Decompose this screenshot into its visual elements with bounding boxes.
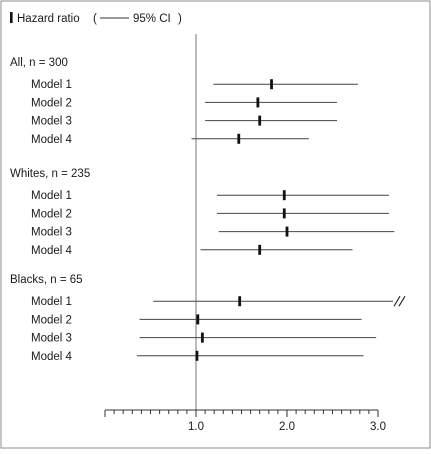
hazard-ratio-marker bbox=[195, 350, 199, 361]
model-label: Model 2 bbox=[31, 208, 72, 220]
group: Whites, n = 235 Model 1 Model 2 Model 3 Mode… bbox=[10, 168, 395, 257]
legend-point-label: Hazard ratio bbox=[17, 13, 80, 25]
legend-close-paren: ) bbox=[178, 13, 182, 25]
model-label: Model 4 bbox=[31, 351, 73, 363]
model-label: Model 3 bbox=[31, 116, 72, 128]
x-tick-label: 2.0 bbox=[279, 421, 295, 433]
model-row: Model 2 bbox=[31, 314, 362, 326]
truncation-mark bbox=[398, 295, 406, 307]
group: All, n = 300 Model 1 Model 2 Model 3 Model 4 bbox=[10, 57, 358, 146]
legend-point-marker bbox=[10, 12, 13, 23]
hazard-ratio-marker bbox=[196, 314, 200, 325]
group: Blacks, n = 65 Model 1 Model 2 Model 3 Model… bbox=[10, 274, 406, 363]
hazard-ratio-marker bbox=[282, 190, 286, 201]
model-label: Model 1 bbox=[31, 190, 72, 202]
hazard-ratio-marker bbox=[285, 226, 289, 237]
x-axis: 1.0 2.0 3.0 bbox=[104, 409, 386, 433]
model-row: Model 3 bbox=[31, 226, 395, 239]
hazard-ratio-marker bbox=[270, 79, 273, 90]
group-label: All, n = 300 bbox=[10, 57, 68, 69]
hazard-ratio-marker bbox=[258, 115, 262, 126]
hazard-ratio-marker bbox=[238, 296, 242, 307]
model-label: Model 1 bbox=[31, 296, 72, 308]
model-label: Model 1 bbox=[31, 79, 72, 91]
hazard-ratio-marker bbox=[282, 208, 286, 219]
legend-open-paren: ( bbox=[93, 13, 97, 25]
forest-rows: All, n = 300 Model 1 Model 2 Model 3 Model 4… bbox=[10, 57, 406, 363]
model-row: Model 1 bbox=[31, 79, 358, 91]
hazard-ratio-marker bbox=[258, 244, 262, 255]
truncation-mark bbox=[393, 295, 401, 307]
model-label: Model 2 bbox=[31, 314, 72, 326]
model-label: Model 3 bbox=[31, 333, 72, 345]
model-row: Model 2 bbox=[31, 208, 389, 220]
model-label: Model 4 bbox=[31, 245, 73, 257]
hazard-ratio-marker bbox=[237, 133, 241, 144]
model-row: Model 4 bbox=[31, 350, 364, 363]
model-label: Model 2 bbox=[31, 97, 72, 109]
model-row: Model 2 bbox=[31, 97, 338, 109]
model-row: Model 4 bbox=[31, 133, 309, 146]
model-row: Model 1 bbox=[31, 190, 389, 202]
hazard-ratio-marker bbox=[256, 97, 260, 108]
legend-ci-label: 95% CI bbox=[133, 13, 171, 25]
model-row: Model 1 bbox=[31, 295, 406, 308]
model-row: Model 3 bbox=[31, 332, 377, 345]
x-tick-label: 1.0 bbox=[188, 421, 204, 433]
hazard-ratio-marker bbox=[200, 332, 204, 343]
model-row: Model 4 bbox=[31, 244, 353, 257]
group-label: Blacks, n = 65 bbox=[10, 274, 83, 286]
model-row: Model 3 bbox=[31, 115, 338, 128]
x-tick-label: 3.0 bbox=[370, 421, 386, 433]
group-label: Whites, n = 235 bbox=[10, 168, 90, 180]
model-label: Model 3 bbox=[31, 227, 72, 239]
model-label: Model 4 bbox=[31, 134, 73, 146]
